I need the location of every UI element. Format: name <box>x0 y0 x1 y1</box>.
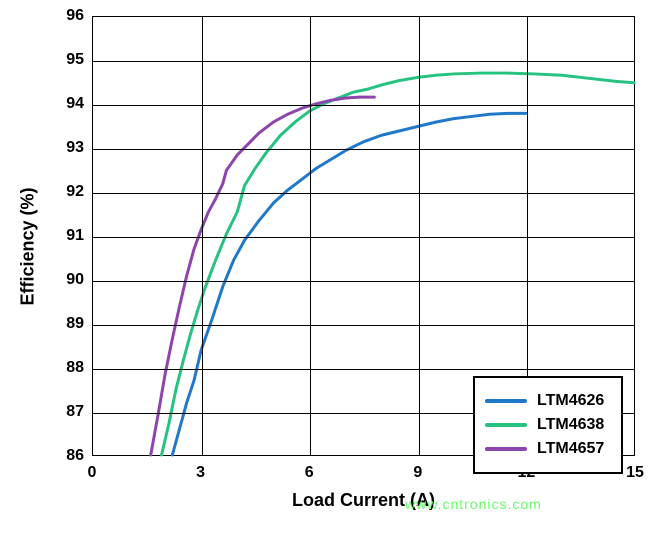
y-tick-label: 88 <box>66 359 84 377</box>
x-tick-label: 0 <box>88 464 97 482</box>
grid-vertical <box>419 17 420 455</box>
efficiency-chart: 03691215 8687888990919293949596 Load Cur… <box>0 0 667 536</box>
grid-horizontal <box>93 105 634 106</box>
y-tick-label: 90 <box>66 271 84 289</box>
y-tick-label: 87 <box>66 403 84 421</box>
x-tick-label: 6 <box>305 464 314 482</box>
grid-horizontal <box>93 325 634 326</box>
legend-swatch <box>485 447 527 451</box>
y-tick-label: 86 <box>66 447 84 465</box>
legend-label: LTM4626 <box>537 392 604 410</box>
grid-horizontal <box>93 281 634 282</box>
x-tick-label: 9 <box>413 464 422 482</box>
y-tick-label: 93 <box>66 139 84 157</box>
grid-horizontal <box>93 369 634 370</box>
y-tick-label: 94 <box>66 95 84 113</box>
x-tick-label: 3 <box>196 464 205 482</box>
legend-item: LTM4657 <box>485 440 611 458</box>
grid-horizontal <box>93 237 634 238</box>
y-tick-label: 92 <box>66 183 84 201</box>
y-tick-label: 89 <box>66 315 84 333</box>
grid-horizontal <box>93 61 634 62</box>
y-tick-label: 96 <box>66 7 84 25</box>
y-tick-label: 91 <box>66 227 84 245</box>
x-tick-label: 15 <box>626 464 644 482</box>
legend-box: LTM4626 LTM4638 LTM4657 <box>473 376 623 474</box>
grid-horizontal <box>93 193 634 194</box>
grid-vertical <box>310 17 311 455</box>
legend-label: LTM4638 <box>537 416 604 434</box>
y-tick-label: 95 <box>66 51 84 69</box>
legend-swatch <box>485 423 527 427</box>
legend-label: LTM4657 <box>537 440 604 458</box>
watermark-text: www.cntronics.com <box>405 496 542 512</box>
legend-item: LTM4626 <box>485 392 611 410</box>
grid-horizontal <box>93 149 634 150</box>
y-axis-title: Efficiency (%) <box>18 187 39 305</box>
series-line <box>151 97 375 455</box>
legend-item: LTM4638 <box>485 416 611 434</box>
legend-swatch <box>485 399 527 403</box>
grid-vertical <box>202 17 203 455</box>
